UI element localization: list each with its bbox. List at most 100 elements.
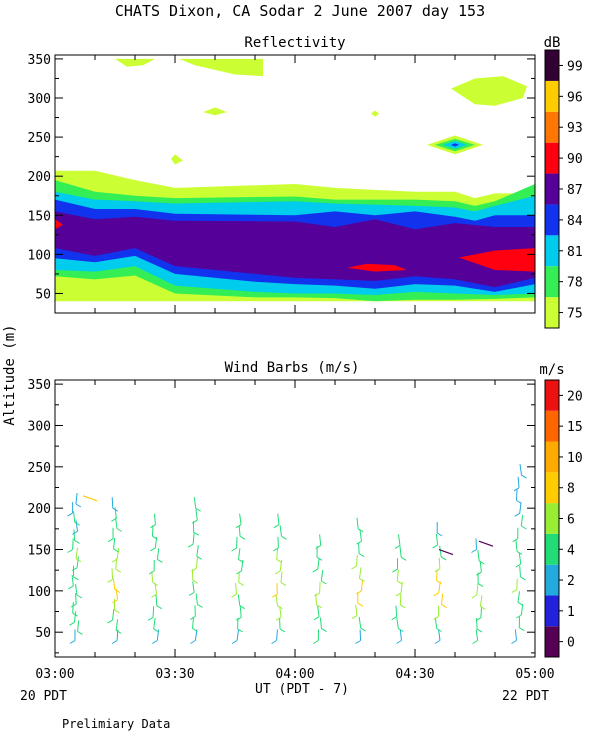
wind-barb-tick [394, 544, 401, 549]
wind-barb-tick [471, 594, 478, 599]
wind-barb [196, 545, 199, 557]
wind-barb-tick [480, 605, 486, 610]
reflectivity-colorbar-swatch [545, 235, 559, 267]
wind-barb [111, 568, 114, 580]
wind-barbs-axes: 50 100 150 200 250 300 350 03:00 03:30 04:00 04:30… [28, 378, 555, 682]
wind-barb-tick [157, 558, 163, 563]
wind-colorbar-label: 2 [567, 574, 575, 589]
wind-barb-tick [111, 558, 118, 563]
wind-barb [520, 603, 524, 616]
wind-barb-tick [72, 612, 78, 617]
wind-barb-tick [196, 555, 203, 560]
wind-barb-tick [434, 640, 441, 644]
reflectivity-patch-75db [115, 58, 155, 67]
wind-barb [438, 629, 441, 641]
wind-barb [112, 578, 116, 590]
reflectivity-colorbar-label: 84 [567, 214, 583, 229]
wind-barb-tick [391, 616, 397, 621]
wind-barb [516, 489, 518, 501]
wind-barb [112, 609, 115, 621]
reflectivity-colorbar-label: 81 [567, 245, 583, 260]
wind-y-tick-label: 100 [28, 585, 51, 600]
wind-barb [358, 542, 360, 554]
wind-barb [115, 558, 118, 570]
wind-barb-tick [72, 530, 78, 535]
wind-barb-tick [231, 640, 238, 644]
wind-y-tick-label: 300 [28, 419, 51, 434]
wind-barb [73, 611, 77, 623]
wind-barb [399, 593, 402, 605]
wind-barb [319, 581, 321, 593]
wind-barb [75, 593, 77, 605]
wind-barb [279, 606, 282, 618]
wind-barb-tick [147, 616, 154, 621]
reflectivity-patch-90db [347, 263, 407, 272]
wind-barb-tick [148, 570, 155, 575]
wind-barb-tick [433, 592, 440, 597]
reflectivity-patch-75db [203, 107, 227, 116]
reflectivity-colorbar-label: 75 [567, 307, 583, 322]
wind-barb [73, 511, 76, 523]
wind-barb-tick [70, 603, 77, 608]
wind-barb [519, 464, 522, 476]
wind-barb-tick [192, 579, 199, 584]
wind-barb-tick [74, 539, 80, 544]
wind-barb [441, 593, 444, 605]
wind-barb [434, 617, 438, 629]
reflectivity-colorbar-label: 90 [567, 152, 583, 167]
time-tick-label: 05:00 [515, 667, 554, 682]
wind-barb [479, 561, 482, 573]
wind-barb [477, 549, 480, 561]
wind-barb-tick [235, 524, 242, 529]
wind-barb-tick [274, 570, 281, 575]
wind-barb [478, 540, 494, 547]
wind-barb-tick [152, 535, 158, 540]
wind-barb [517, 591, 520, 603]
wind-barb [520, 514, 524, 527]
wind-barb [192, 617, 194, 629]
wind-barb [238, 525, 241, 537]
wind-barb [155, 594, 158, 606]
wind-barb-tick [357, 528, 364, 533]
wind-barb [480, 606, 483, 618]
wind-barb-tick [71, 567, 78, 572]
wind-barb-tick [281, 535, 287, 540]
wind-barb-tick [272, 593, 278, 598]
reflectivity-colorbar-label: 78 [567, 276, 583, 291]
wind-barb-tick [511, 589, 518, 594]
wind-barb [151, 571, 154, 583]
wind-barb [438, 548, 454, 556]
wind-barb [196, 557, 198, 569]
wind-barb-tick [321, 628, 327, 633]
time-tick-label: 03:30 [155, 667, 194, 682]
wind-barb-tick [76, 594, 83, 599]
wind-barb [317, 558, 320, 570]
wind-colorbar-swatch [545, 533, 559, 565]
wind-colorbar-label: 10 [567, 451, 583, 466]
wind-barb-tick [476, 571, 482, 576]
wind-barb [519, 565, 521, 577]
wind-barb-tick [441, 604, 447, 609]
wind-barb [72, 538, 74, 550]
wind-barb-tick [114, 609, 120, 614]
wind-barb [276, 548, 279, 560]
wind-barb-tick [273, 547, 279, 552]
wind-barb [154, 583, 157, 595]
wind-colorbar-label: 20 [567, 389, 583, 404]
wind-barb-tick [440, 556, 447, 561]
wind-barb [518, 553, 522, 565]
wind-barbs-plot-area [67, 464, 527, 644]
wind-barb [517, 476, 520, 488]
wind-barb [113, 537, 116, 549]
wind-barb [154, 513, 156, 525]
wind-colorbar-unit: m/s [539, 362, 564, 378]
wind-barb [115, 619, 119, 631]
wind-barb-tick [315, 544, 321, 549]
wind-colorbar-label: 4 [567, 543, 575, 558]
wind-barb-tick [231, 547, 237, 552]
wind-barb [317, 605, 320, 617]
wind-barb-tick [516, 614, 522, 619]
wind-colorbar-swatch [545, 380, 559, 411]
reflectivity-patch-90db [55, 219, 63, 230]
